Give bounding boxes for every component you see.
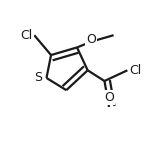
Text: S: S <box>34 71 42 84</box>
Text: Cl: Cl <box>20 29 33 42</box>
Text: O: O <box>86 33 96 46</box>
Text: Cl: Cl <box>129 64 141 77</box>
Text: O: O <box>104 91 114 104</box>
